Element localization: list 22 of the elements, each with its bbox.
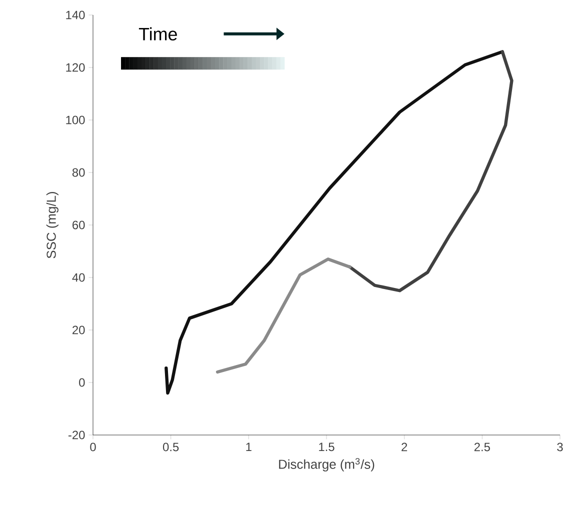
y-axis-title: SSC (mg/L) <box>46 192 58 258</box>
y-tick-label: 140 <box>66 10 85 20</box>
y-tick-label: -20 <box>68 430 85 440</box>
y-tick-label: 0 <box>79 378 85 387</box>
y-tick-label: 100 <box>66 116 85 124</box>
y-tick-label: 60 <box>72 220 85 230</box>
x-tick-label: 0 <box>90 442 96 452</box>
x-tick-label: 1.5 <box>319 442 334 452</box>
y-tick-label: 80 <box>72 168 85 177</box>
x-tick-label: 1 <box>246 442 252 451</box>
annotation: Time <box>138 27 177 40</box>
x-axis-title: Discharge (m$^{3}$/s) <box>279 458 374 472</box>
y-tick-label: 40 <box>72 273 85 282</box>
x-tick-label: 2.5 <box>474 442 490 452</box>
line-series <box>348 50 514 292</box>
x-tick-label: 2 <box>402 442 408 452</box>
line-series <box>164 50 504 395</box>
y-tick-label: 20 <box>72 326 85 334</box>
y-tick-label: 120 <box>66 63 85 72</box>
x-tick-label: 0.5 <box>162 442 179 452</box>
line-series <box>216 258 352 374</box>
x-tick-label: 3 <box>557 442 563 452</box>
